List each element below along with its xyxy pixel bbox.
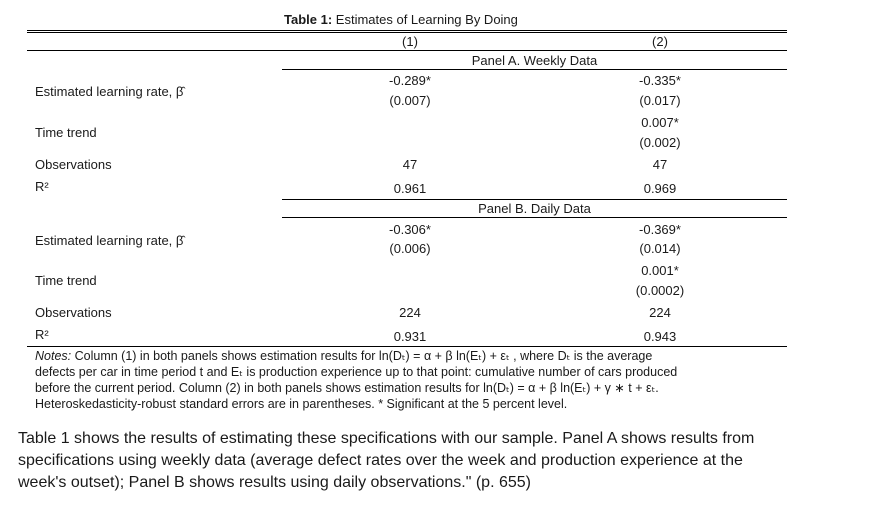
- panel-b-title: Panel B. Daily Data: [478, 201, 591, 216]
- notes-line-1-text: Column (1) in both panels shows estimati…: [74, 349, 653, 363]
- panel-a-title: Panel A. Weekly Data: [471, 53, 598, 68]
- panel-a-time-trend-label: Time trend: [35, 125, 97, 140]
- panel-b-observations-label: Observations: [35, 305, 112, 320]
- panel-b-top-rule: [282, 199, 787, 200]
- panel-b-obs-col1: 224: [399, 305, 421, 320]
- panel-a-r2-label: R²: [35, 179, 49, 194]
- bottom-rule: [27, 346, 787, 347]
- panel-b-obs-col2: 224: [649, 305, 671, 320]
- panel-a-tt-col2-se: (0.002): [639, 135, 681, 150]
- column-header-1: (1): [402, 34, 418, 49]
- panel-a-lr-col1: -0.289*: [389, 73, 431, 88]
- header-rule: [27, 50, 787, 51]
- panel-b-r2-col2: 0.943: [643, 329, 677, 344]
- table-notes: Notes: Column (1) in both panels shows e…: [35, 348, 795, 412]
- panel-b-lr-col2: -0.369*: [639, 222, 681, 237]
- table-caption-label: Table 1:: [284, 12, 333, 27]
- panel-b-lr-col1-se: (0.006): [389, 241, 431, 256]
- panel-a-obs-col1: 47: [402, 157, 418, 172]
- panel-b-lr-col1: -0.306*: [389, 222, 431, 237]
- panel-a-rule: [282, 69, 787, 70]
- panel-b-r2-label: R²: [35, 327, 49, 342]
- panel-b-tt-col2: 0.001*: [641, 263, 679, 278]
- top-rule-2: [27, 32, 787, 33]
- notes-line-4: Heteroskedasticity-robust standard error…: [35, 397, 568, 411]
- notes-line-3: before the current period. Column (2) in…: [35, 381, 659, 395]
- panel-b-lr-col2-se: (0.014): [639, 241, 681, 256]
- notes-line-2: defects per car in time period t and Eₜ …: [35, 365, 678, 379]
- panel-b-r2-col1: 0.931: [393, 329, 427, 344]
- body-line-3: week's outset); Panel B shows results us…: [18, 474, 531, 491]
- body-paragraph: Table 1 shows the results of estimating …: [18, 428, 818, 494]
- panel-b-time-trend-label: Time trend: [35, 273, 97, 288]
- body-line-1: Table 1 shows the results of estimating …: [18, 430, 755, 447]
- table-caption: Table 1: Estimates of Learning By Doing: [284, 12, 518, 28]
- panel-a-r2-col2: 0.969: [643, 181, 677, 196]
- panel-b-learning-rate-label: Estimated learning rate, β̂: [35, 233, 184, 248]
- notes-label: Notes:: [35, 349, 72, 363]
- panel-a-lr-col2-se: (0.017): [639, 93, 681, 108]
- notes-line-1: Notes: Column (1) in both panels shows e…: [35, 348, 795, 364]
- panel-a-learning-rate-label: Estimated learning rate, β̂: [35, 84, 184, 99]
- top-rule-1: [27, 30, 787, 31]
- panel-a-lr-col1-se: (0.007): [389, 93, 431, 108]
- panel-a-tt-col2: 0.007*: [641, 115, 679, 130]
- panel-b-rule: [282, 217, 787, 218]
- table-caption-title: Estimates of Learning By Doing: [335, 12, 518, 27]
- panel-a-r2-col1: 0.961: [393, 181, 427, 196]
- column-header-2: (2): [652, 34, 668, 49]
- panel-a-lr-col2: -0.335*: [639, 73, 681, 88]
- panel-a-obs-col2: 47: [652, 157, 668, 172]
- body-line-2: specifications using weekly data (averag…: [18, 452, 743, 469]
- panel-a-observations-label: Observations: [35, 157, 112, 172]
- panel-b-tt-col2-se: (0.0002): [635, 283, 685, 298]
